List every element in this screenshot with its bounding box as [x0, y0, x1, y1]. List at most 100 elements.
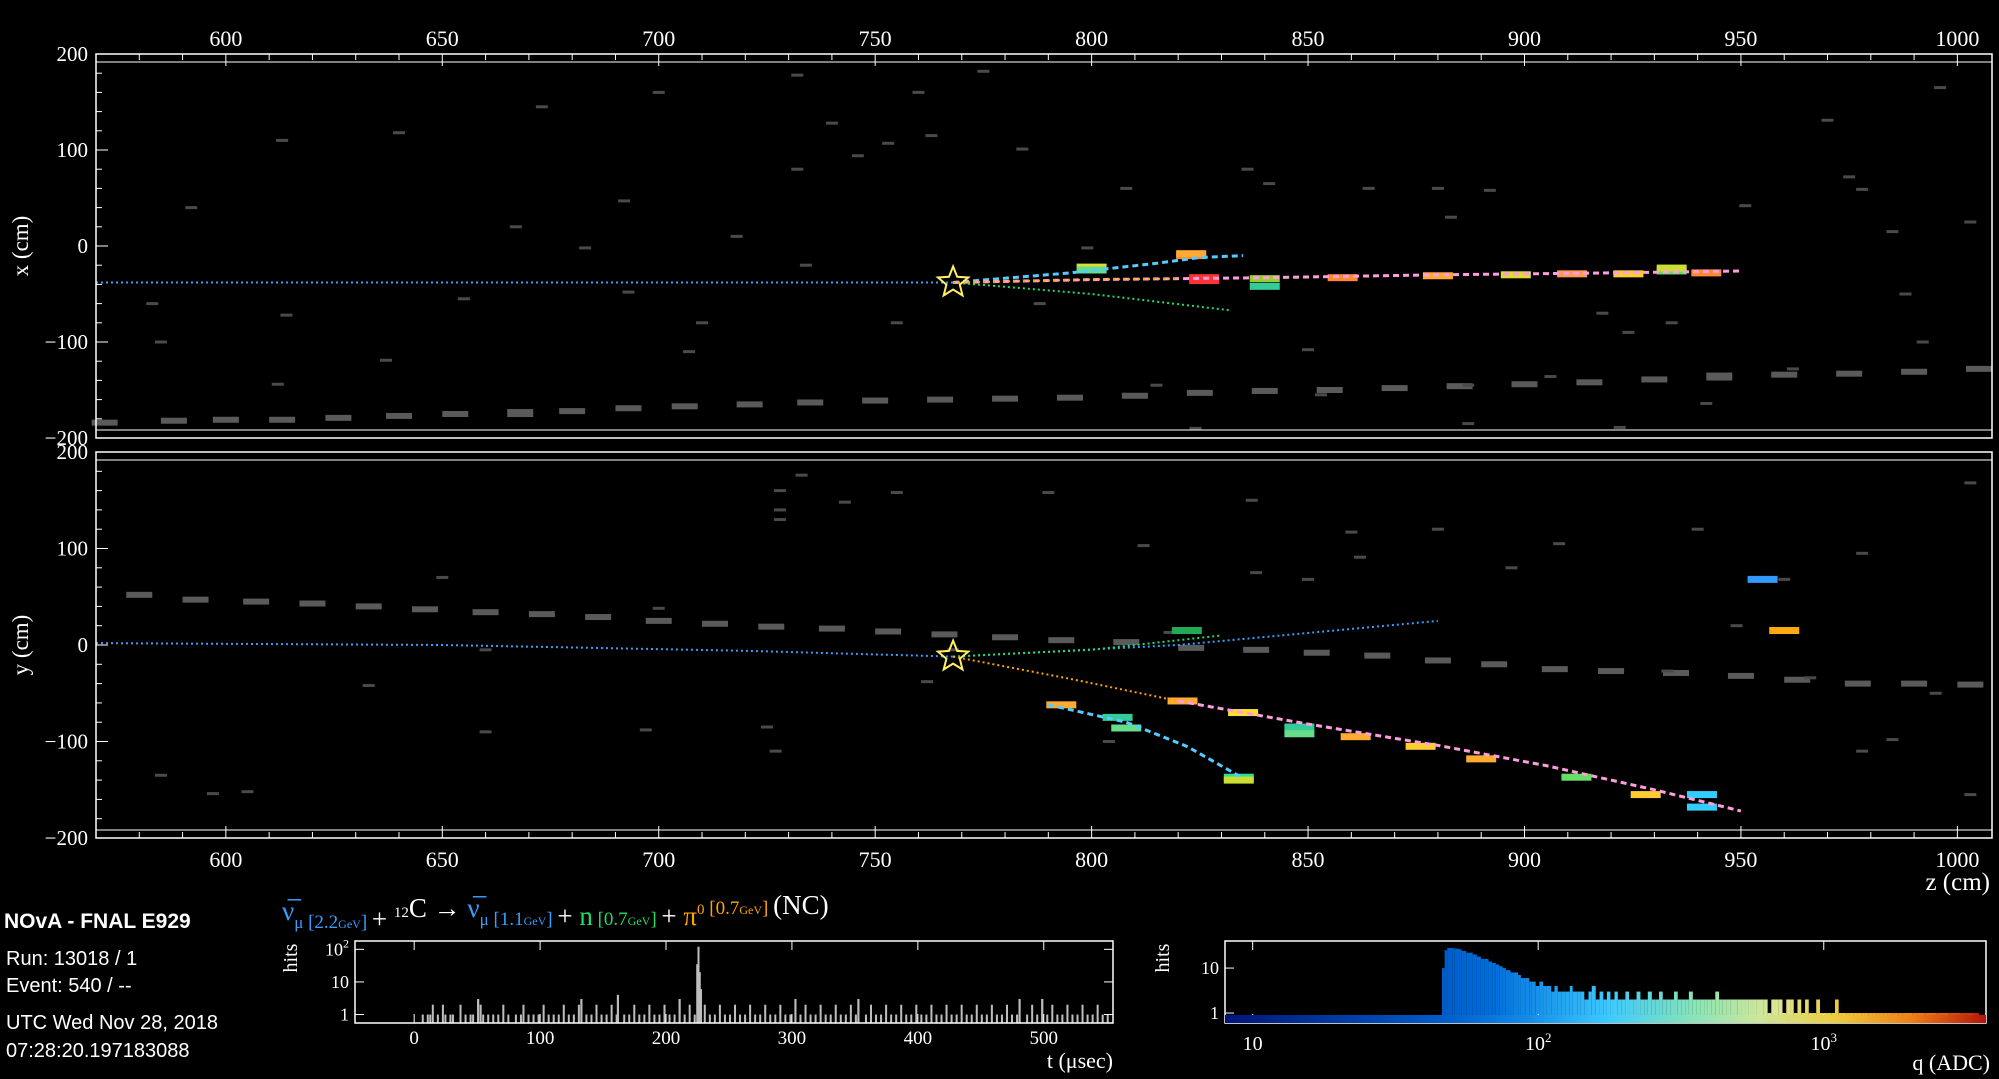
- noise-hit: [1622, 330, 1635, 334]
- noise-hit: [1505, 566, 1518, 570]
- noise-hit: [146, 302, 159, 306]
- noise-hit: [977, 69, 990, 73]
- cosmic-hit: [1836, 370, 1863, 377]
- time-bin: [1051, 1004, 1054, 1023]
- cosmic-hit: [1243, 646, 1270, 653]
- time-bin: [754, 1014, 757, 1023]
- colored-hit: [1466, 755, 1497, 763]
- charge-bin: [1629, 999, 1634, 1023]
- noise-hit: [1886, 230, 1899, 234]
- time-bin: [562, 1004, 565, 1023]
- time-bin: [900, 1004, 903, 1023]
- time-bin: [567, 1014, 570, 1023]
- noise-hit: [1778, 577, 1791, 581]
- time-bin: [1091, 1014, 1094, 1023]
- charge-bin: [1748, 999, 1753, 1023]
- interaction-segment: 12: [394, 905, 409, 921]
- time-bin: [713, 1014, 716, 1023]
- charge-bin: [1510, 972, 1514, 1023]
- cosmic-hit: [269, 416, 296, 423]
- noise-hit: [1856, 749, 1869, 753]
- time-bin: [880, 1014, 883, 1023]
- time-bin: [1046, 1014, 1049, 1023]
- cosmic-hit: [355, 603, 382, 610]
- x-tick-label: 200: [652, 1028, 681, 1049]
- charge-bin: [1488, 961, 1493, 1023]
- time-bin: [784, 1014, 787, 1023]
- time-bin: [819, 1004, 822, 1023]
- colored-hit: [1769, 627, 1800, 635]
- charge-bin: [1513, 972, 1519, 1023]
- time-bin: [829, 1014, 832, 1023]
- time-bin: [728, 1014, 731, 1023]
- cosmic-hit: [1663, 669, 1689, 676]
- colored-hit: [1557, 270, 1588, 278]
- charge-bin: [1441, 968, 1445, 1023]
- cosmic-hit: [442, 411, 469, 417]
- track-track1: [952, 254, 1244, 284]
- noise-hit: [241, 790, 254, 794]
- x-axis-label: t (μsec): [1047, 1048, 1113, 1073]
- time-bin: [814, 1014, 817, 1023]
- interaction-segment: μ: [294, 913, 303, 932]
- time-bin: [769, 1014, 772, 1023]
- time-bin: [774, 1014, 777, 1023]
- charge-bin: [1554, 985, 1558, 1023]
- time-bin: [869, 1004, 873, 1023]
- cosmic-hit: [1186, 389, 1213, 396]
- time-bin: [519, 1014, 522, 1023]
- charge-bin: [1797, 999, 1802, 1023]
- track-track1: [1047, 703, 1244, 780]
- colored-hit: [1189, 277, 1220, 285]
- noise-hit: [795, 473, 808, 477]
- noise-hit: [1964, 793, 1977, 797]
- noise-hit: [280, 313, 293, 317]
- x-tick-label: 500: [1029, 1028, 1058, 1049]
- interaction-segment: [0.7: [705, 898, 740, 919]
- noise-hit: [799, 263, 812, 267]
- x-axis-label: z (cm): [1925, 869, 1990, 896]
- cosmic-hit: [992, 395, 1019, 402]
- x-tick-label: 900: [1508, 26, 1541, 51]
- x-axis-label: q (ADC): [1912, 1050, 1990, 1075]
- cosmic-hit: [1541, 666, 1568, 673]
- time-bin: [616, 994, 619, 1023]
- charge-bin: [1647, 991, 1652, 1023]
- cosmic-hit: [671, 403, 698, 410]
- time-bin: [739, 1014, 742, 1023]
- time-bin: [935, 1014, 938, 1023]
- noise-hit: [791, 167, 804, 171]
- x-tick-label: 650: [426, 26, 459, 51]
- interaction-segment: ]: [650, 909, 661, 930]
- cosmic-hit: [507, 409, 534, 418]
- charge-bin: [1459, 949, 1462, 1023]
- y-tick-label: 100: [57, 138, 89, 162]
- y-axis-label: hits: [1152, 943, 1174, 972]
- cosmic-hit: [702, 620, 729, 627]
- noise-hit: [1245, 498, 1258, 502]
- noise-hit: [773, 489, 786, 493]
- x-tick-label: 102: [1525, 1030, 1552, 1055]
- noise-hit: [921, 680, 934, 684]
- interaction-segment: 0: [697, 902, 705, 918]
- charge-bin: [1565, 991, 1570, 1023]
- noise-hit: [1431, 527, 1444, 531]
- event-number: Event: 540 / --: [6, 975, 132, 997]
- x-tick-label: 0: [409, 1028, 419, 1049]
- charge-bin: [1816, 999, 1820, 1023]
- cosmic-hit: [1481, 661, 1508, 668]
- time-bin: [809, 1014, 812, 1023]
- noise-hit: [1163, 630, 1176, 634]
- time-bin: [547, 1014, 550, 1023]
- charge-bin: [1685, 999, 1689, 1023]
- time-bin: [749, 1004, 752, 1023]
- noise-hit: [479, 648, 492, 652]
- cosmic-hit: [386, 412, 413, 419]
- time-bin: [1018, 998, 1021, 1023]
- time-bin: [479, 1004, 482, 1023]
- time-bin: [759, 1014, 762, 1023]
- colored-hit: [1046, 701, 1077, 709]
- charge-bin: [1722, 999, 1727, 1023]
- time-bin: [1081, 1004, 1084, 1023]
- y-tick-label: 1: [1210, 1003, 1219, 1023]
